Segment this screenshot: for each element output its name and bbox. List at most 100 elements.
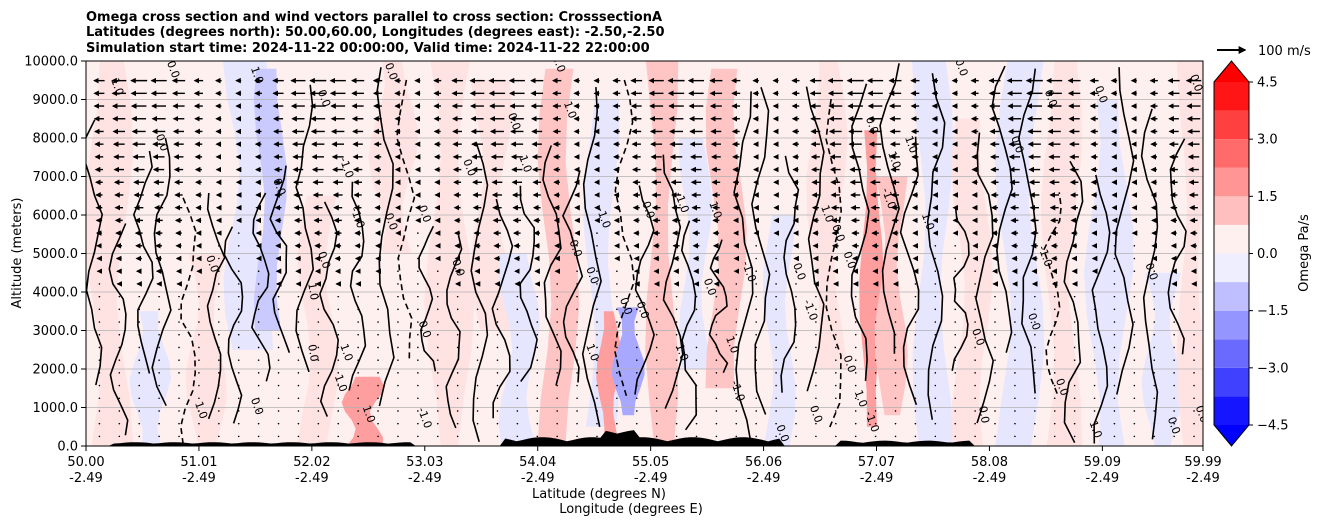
wind-vector	[556, 346, 558, 349]
wind-vector	[1193, 384, 1195, 387]
wind-vector	[337, 422, 340, 425]
contour-label: 1.0	[818, 203, 836, 224]
wind-vector	[417, 372, 419, 374]
wind-vector	[1193, 295, 1195, 298]
wind-vector	[835, 435, 837, 438]
wind-vector	[974, 410, 976, 412]
wind-vector	[257, 435, 260, 438]
wind-vector	[914, 397, 917, 400]
wind-vector	[118, 346, 121, 349]
wind-vector	[1133, 397, 1136, 400]
wind-vector	[397, 435, 399, 438]
wind-vector	[934, 333, 937, 336]
wind-vector	[1153, 295, 1156, 298]
wind-vector	[1173, 295, 1175, 298]
wind-vector	[98, 333, 101, 336]
wind-vector	[1193, 321, 1195, 323]
wind-vector	[357, 308, 359, 311]
wind-vector	[835, 321, 837, 323]
wind-vector	[1193, 435, 1195, 438]
wind-vector	[1093, 422, 1096, 425]
wind-vector	[237, 384, 240, 387]
colorbar-segment	[1214, 396, 1249, 425]
wind-vector	[337, 359, 340, 361]
wind-vector	[635, 359, 638, 361]
contour-label: 0.0	[617, 296, 635, 317]
wind-vector	[198, 295, 200, 298]
wind-vector	[1034, 308, 1036, 311]
wind-vector	[337, 372, 340, 374]
wind-vector	[516, 308, 519, 311]
wind-vector	[576, 435, 578, 438]
wind-vector	[934, 422, 937, 425]
wind-vector	[337, 308, 340, 311]
wind-vector	[317, 372, 320, 374]
x-tick-label-longitude: -2.49	[747, 471, 781, 486]
wind-vector	[198, 384, 200, 387]
wind-vector	[1034, 346, 1036, 349]
wind-vector	[178, 372, 180, 374]
x-tick-label-latitude: 56.06	[745, 455, 782, 470]
wind-vector	[178, 346, 180, 349]
wind-vector	[1053, 384, 1056, 387]
wind-vector	[1113, 295, 1116, 298]
wind-vector	[1014, 422, 1016, 425]
wind-vector	[675, 346, 678, 349]
wind-vector	[556, 410, 558, 412]
contour-label: 0.0	[969, 327, 987, 348]
wind-vector	[397, 422, 399, 425]
wind-vector	[496, 346, 499, 349]
wind-vector	[158, 422, 160, 425]
contour-label: 0.0	[773, 423, 791, 444]
wind-vector	[1173, 397, 1175, 400]
contour-line	[470, 142, 489, 443]
contour-label: 0.0	[639, 200, 657, 221]
wind-vector	[218, 295, 220, 298]
wind-vector	[1173, 435, 1175, 438]
omega-band	[1141, 272, 1183, 446]
wind-vector	[218, 384, 220, 387]
wind-vector	[735, 435, 738, 438]
wind-vector	[536, 321, 539, 323]
wind-vector	[357, 372, 359, 374]
wind-vector	[1173, 384, 1175, 387]
wind-vector	[735, 359, 738, 361]
wind-vector	[138, 333, 141, 336]
wind-vector	[456, 397, 459, 400]
wind-vector	[954, 333, 957, 336]
contour-label: 1.0	[919, 211, 937, 232]
wind-vector	[1173, 333, 1175, 336]
wind-vector	[815, 321, 817, 323]
wind-vector	[317, 422, 320, 425]
contour-line	[295, 84, 315, 373]
colorbar-tick-label: 3.0	[1257, 133, 1278, 148]
wind-vector	[755, 295, 757, 298]
wind-vector	[218, 321, 220, 323]
wind-vector	[297, 397, 300, 400]
wind-vector	[735, 333, 738, 336]
wind-vector	[1053, 321, 1056, 323]
wind-vector	[556, 333, 558, 336]
wind-vector	[934, 283, 937, 285]
omega-band	[341, 376, 384, 446]
wind-vector	[496, 422, 499, 425]
wind-vector	[854, 410, 857, 412]
omega-band	[185, 253, 227, 446]
wind-vector	[1153, 270, 1156, 273]
wind-vector	[436, 372, 439, 374]
wind-vector	[934, 359, 937, 361]
y-tick-label: 7000.0	[33, 170, 79, 185]
contour-label: 0.0	[460, 157, 478, 178]
reference-vector-label: 100 m/s	[1258, 44, 1311, 59]
reference-vector-key: 100 m/s	[1217, 44, 1311, 59]
contour-label: 0.0	[382, 211, 400, 232]
wind-vector	[456, 422, 459, 425]
wind-vector	[715, 422, 718, 425]
wind-vector	[237, 359, 240, 361]
wind-vector	[556, 283, 558, 285]
wind-vector	[1113, 384, 1116, 387]
contour-label: 0.0	[416, 203, 434, 224]
wind-vector	[237, 333, 240, 336]
wind-vector	[795, 321, 797, 323]
wind-vector	[616, 321, 618, 323]
